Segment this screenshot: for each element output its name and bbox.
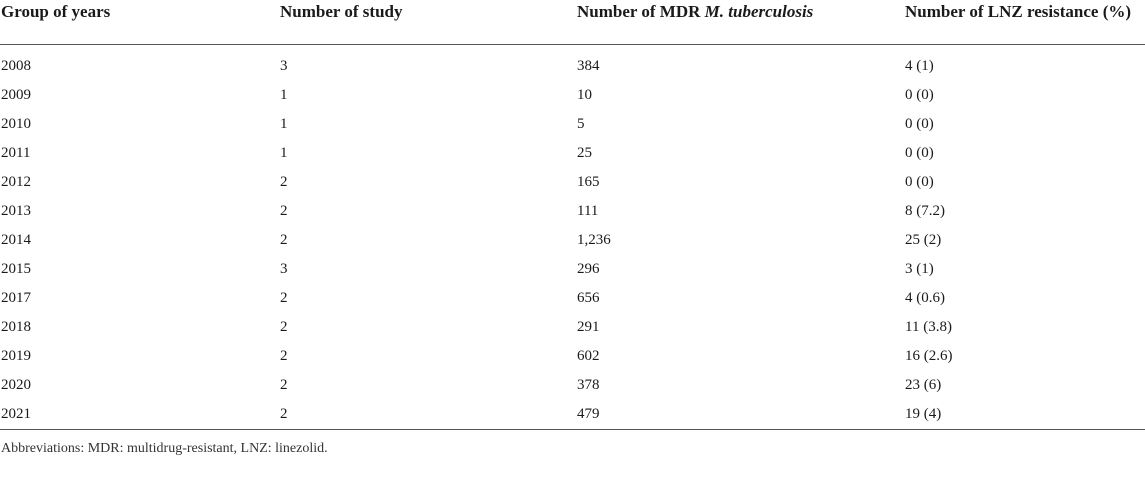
cell-year: 2019	[1, 347, 31, 364]
cell-year: 2017	[1, 289, 31, 306]
cell-number-of-mdr: 111	[577, 202, 599, 219]
cell-number-of-mdr: 384	[577, 57, 600, 74]
cell-number-of-study: 1	[280, 86, 288, 103]
cell-year: 2015	[1, 260, 31, 277]
cell-year: 2014	[1, 231, 31, 248]
cell-number-of-study: 2	[280, 318, 288, 335]
table-row: 2017 2 656 4 (0.6)	[0, 283, 1145, 312]
table-header: Group of years Number of study Number of…	[0, 0, 1145, 45]
cell-number-of-study: 2	[279, 399, 576, 430]
cell-number-of-mdr: 5	[577, 115, 585, 132]
cell-number-of-study: 2	[280, 289, 288, 306]
cell-number-of-study: 2	[280, 347, 288, 364]
cell-number-of-study: 2	[280, 173, 288, 190]
cell-number-of-lnz-resistance: 0 (0)	[905, 115, 934, 132]
header-number-of-study: Number of study	[279, 0, 576, 45]
cell-number-of-study: 2	[280, 376, 288, 393]
table-row: 2020 2 378 23 (6)	[0, 370, 1145, 399]
cell-number-of-study: 2	[280, 231, 288, 248]
table-row: 2013 2 111 8 (7.2)	[0, 196, 1145, 225]
cell-number-of-mdr: 291	[577, 318, 600, 335]
header-number-of-mdr: Number of MDR M. tuberculosis	[576, 0, 904, 45]
cell-number-of-lnz-resistance: 25 (2)	[905, 231, 942, 248]
cell-number-of-study: 1	[280, 115, 288, 132]
cell-number-of-mdr: 10	[577, 86, 592, 103]
header-group-of-years: Group of years	[0, 0, 279, 45]
lnz-resistance-table: Group of years Number of study Number of…	[0, 0, 1145, 430]
cell-number-of-mdr: 296	[577, 260, 600, 277]
table-row: 2015 3 296 3 (1)	[0, 254, 1145, 283]
cell-number-of-lnz-resistance: 19 (4)	[904, 399, 1145, 430]
cell-number-of-mdr: 378	[577, 376, 600, 393]
cell-number-of-study: 3	[280, 260, 288, 277]
cell-year: 2012	[1, 173, 31, 190]
cell-number-of-lnz-resistance: 3 (1)	[905, 260, 934, 277]
table-row: 2019 2 602 16 (2.6)	[0, 341, 1145, 370]
cell-number-of-lnz-resistance: 4 (1)	[905, 57, 934, 74]
cell-number-of-lnz-resistance: 8 (7.2)	[905, 202, 945, 219]
table-row: 2011 1 25 0 (0)	[0, 138, 1145, 167]
cell-number-of-lnz-resistance: 11 (3.8)	[905, 318, 952, 335]
cell-year: 2008	[1, 57, 31, 74]
cell-number-of-lnz-resistance: 0 (0)	[905, 144, 934, 161]
cell-number-of-study: 3	[280, 57, 288, 74]
header-mdr-prefix: Number of MDR	[577, 2, 705, 21]
cell-number-of-study: 2	[280, 202, 288, 219]
table-row: 2010 1 5 0 (0)	[0, 109, 1145, 138]
table-row: 2009 1 10 0 (0)	[0, 80, 1145, 109]
table-row: 2018 2 291 11 (3.8)	[0, 312, 1145, 341]
table-footnote: Abbreviations: MDR: multidrug-resistant,…	[1, 441, 328, 456]
cell-number-of-lnz-resistance: 0 (0)	[905, 173, 934, 190]
table-row: 2021 2 479 19 (4)	[0, 399, 1145, 430]
table-body: 2008 3 384 4 (1) 2009 1 10 0 (0) 2010 1 5 0 (0) 2011…	[0, 45, 1145, 430]
data-table-container: Group of years Number of study Number of…	[0, 0, 1145, 456]
cell-number-of-lnz-resistance: 23 (6)	[905, 376, 942, 393]
cell-year: 2021	[0, 399, 279, 430]
header-row: Group of years Number of study Number of…	[0, 0, 1145, 45]
cell-year: 2010	[1, 115, 31, 132]
header-number-of-lnz-resistance: Number of LNZ resistance (%)	[904, 0, 1145, 45]
cell-year: 2013	[1, 202, 31, 219]
cell-year: 2018	[1, 318, 31, 335]
cell-number-of-study: 1	[280, 144, 288, 161]
table-row: 2014 2 1,236 25 (2)	[0, 225, 1145, 254]
cell-number-of-lnz-resistance: 16 (2.6)	[905, 347, 953, 364]
cell-year: 2020	[1, 376, 31, 393]
cell-number-of-lnz-resistance: 0 (0)	[905, 86, 934, 103]
cell-number-of-mdr: 165	[577, 173, 600, 190]
cell-year: 2009	[1, 86, 31, 103]
cell-number-of-mdr: 25	[577, 144, 592, 161]
cell-number-of-mdr: 1,236	[577, 231, 611, 248]
header-mdr-organism: M. tuberculosis	[704, 2, 814, 21]
cell-number-of-mdr: 602	[577, 347, 600, 364]
cell-number-of-mdr: 656	[577, 289, 600, 306]
cell-number-of-mdr: 479	[576, 399, 904, 430]
cell-number-of-lnz-resistance: 4 (0.6)	[905, 289, 945, 306]
table-row: 2012 2 165 0 (0)	[0, 167, 1145, 196]
cell-year: 2011	[1, 144, 31, 161]
table-row: 2008 3 384 4 (1)	[0, 45, 1145, 81]
